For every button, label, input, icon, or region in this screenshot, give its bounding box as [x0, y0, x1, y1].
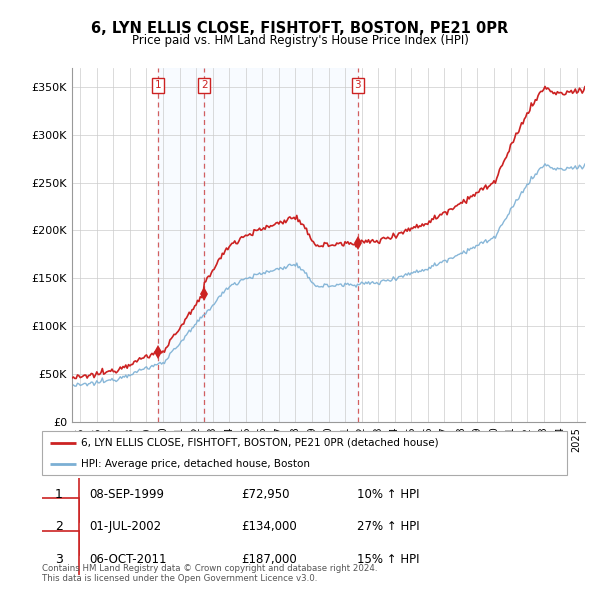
- Text: 3: 3: [55, 552, 63, 566]
- Text: 10% ↑ HPI: 10% ↑ HPI: [357, 487, 419, 501]
- Bar: [158, 68, 205, 422]
- Text: £72,950: £72,950: [241, 487, 290, 501]
- Text: Contains HM Land Registry data © Crown copyright and database right 2024.
This d: Contains HM Land Registry data © Crown c…: [42, 563, 377, 583]
- Text: £187,000: £187,000: [241, 552, 297, 566]
- FancyBboxPatch shape: [40, 499, 79, 555]
- FancyBboxPatch shape: [42, 431, 567, 475]
- Text: HPI: Average price, detached house, Boston: HPI: Average price, detached house, Bost…: [82, 459, 310, 469]
- Bar: [205, 68, 358, 422]
- Text: 2: 2: [55, 520, 63, 533]
- Text: £134,000: £134,000: [241, 520, 297, 533]
- Text: 27% ↑ HPI: 27% ↑ HPI: [357, 520, 419, 533]
- Text: 1: 1: [155, 80, 161, 90]
- Text: 6, LYN ELLIS CLOSE, FISHTOFT, BOSTON, PE21 0PR (detached house): 6, LYN ELLIS CLOSE, FISHTOFT, BOSTON, PE…: [82, 438, 439, 448]
- Text: 2: 2: [201, 80, 208, 90]
- Text: 01-JUL-2002: 01-JUL-2002: [89, 520, 161, 533]
- FancyBboxPatch shape: [40, 466, 79, 522]
- Text: 06-OCT-2011: 06-OCT-2011: [89, 552, 167, 566]
- Text: 6, LYN ELLIS CLOSE, FISHTOFT, BOSTON, PE21 0PR: 6, LYN ELLIS CLOSE, FISHTOFT, BOSTON, PE…: [91, 21, 509, 35]
- Text: 08-SEP-1999: 08-SEP-1999: [89, 487, 164, 501]
- Text: 15% ↑ HPI: 15% ↑ HPI: [357, 552, 419, 566]
- FancyBboxPatch shape: [40, 531, 79, 587]
- Text: 3: 3: [355, 80, 361, 90]
- Text: Price paid vs. HM Land Registry's House Price Index (HPI): Price paid vs. HM Land Registry's House …: [131, 34, 469, 47]
- Text: 1: 1: [55, 487, 63, 501]
